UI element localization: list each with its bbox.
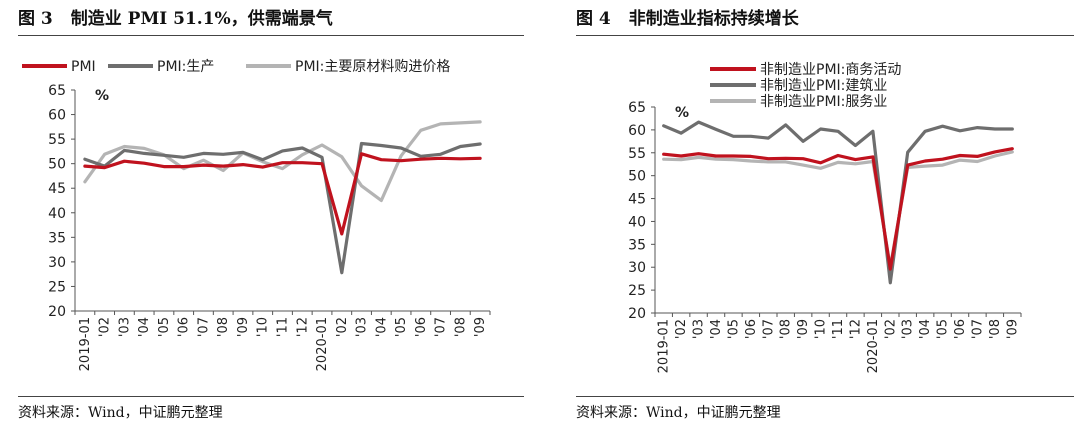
- y-tick-label: 30: [628, 260, 646, 276]
- chart-panel-manufacturing: 图 3 制造业 PMI 51.1%，供需端景气 20 25 30 35 40 45 50 55 6…: [0, 0, 530, 427]
- y-tick-label: 50: [48, 157, 66, 173]
- unit-label: %: [95, 88, 109, 104]
- chart-plot-manufacturing: 20 25 30 35 40 45 50 55 60 65 % 2019-01 '02 '03 '04 '05…: [22, 59, 491, 371]
- source-note: 资料来源：Wind，中证鹏元整理: [576, 405, 781, 421]
- x-tick-label: '12: [848, 319, 863, 339]
- x-tick-label: '10: [256, 317, 271, 337]
- x-tick-label: '06: [744, 319, 759, 339]
- x-tick-label: '03: [901, 319, 916, 339]
- x-tick-label: '05: [936, 319, 951, 339]
- title-text: 制造业 PMI 51.1%，供需端景气: [70, 9, 333, 29]
- y-tick-label: 20: [628, 306, 646, 322]
- figure-number: 图 3: [18, 9, 53, 29]
- x-tick-label: '02: [674, 319, 689, 339]
- series-line-2: [662, 120, 1014, 285]
- legend-label: PMI:生产: [157, 59, 214, 75]
- legend-label: 非制造业PMI:服务业: [760, 94, 887, 110]
- series-line-2: [83, 141, 482, 275]
- x-tick-label: '09: [796, 319, 811, 339]
- x-tick-label: 2019-01: [78, 317, 93, 371]
- x-tick-label: 2020-01: [315, 317, 330, 371]
- y-tick-label: 30: [48, 255, 66, 271]
- x-tick-label: '08: [216, 317, 231, 337]
- legend-label: 非制造业PMI:商务活动: [760, 62, 901, 78]
- y-tick-label: 50: [628, 169, 646, 185]
- x-tick-label: '08: [988, 319, 1003, 339]
- x-tick-label: '03: [355, 317, 370, 337]
- x-tick-label: '09: [1005, 319, 1020, 339]
- legend-label: PMI:主要原材料购进价格: [295, 59, 450, 75]
- source-note: 资料来源：Wind，中证鹏元整理: [18, 405, 223, 421]
- x-tick-label: 2019-01: [657, 319, 672, 373]
- y-tick-label: 65: [628, 100, 646, 116]
- x-tick-label: '02: [335, 317, 350, 337]
- y-tick-label: 65: [48, 83, 66, 99]
- title-rule: [18, 35, 524, 36]
- x-tick-label: '08: [779, 319, 794, 339]
- y-tick-label: 60: [628, 123, 646, 139]
- x-tick-label: '07: [196, 317, 211, 337]
- chart-title: 图 3 制造业 PMI 51.1%，供需端景气: [18, 4, 333, 29]
- y-tick-label: 45: [628, 192, 646, 208]
- x-tick-label: '09: [236, 317, 251, 337]
- unit-label: %: [675, 105, 689, 121]
- y-tick-label: 25: [48, 279, 66, 295]
- x-tick-label: '11: [276, 317, 291, 337]
- x-tick-label: '04: [709, 319, 724, 339]
- series-line-3: [83, 120, 482, 203]
- y-tick-label: 40: [628, 214, 646, 230]
- x-tick-label: '06: [953, 319, 968, 339]
- x-tick-label: '09: [473, 317, 488, 337]
- y-tick-label: 55: [628, 146, 646, 162]
- x-tick-label: '03: [692, 319, 707, 339]
- legend-label: PMI: [71, 59, 96, 75]
- x-tick-label: '08: [453, 317, 468, 337]
- source-rule: [576, 396, 1074, 397]
- x-tick-label: '04: [137, 317, 152, 337]
- x-tick-label: '12: [295, 317, 310, 337]
- y-tick-label: 40: [48, 206, 66, 222]
- x-tick-label: '04: [374, 317, 389, 337]
- x-tick-label: '07: [761, 319, 776, 339]
- title-rule: [576, 35, 1074, 36]
- y-tick-label: 55: [48, 132, 66, 148]
- y-tick-label: 20: [48, 304, 66, 320]
- title-text: 非制造业指标持续增长: [628, 9, 799, 29]
- x-tick-label: '10: [814, 319, 829, 339]
- y-tick-label: 25: [628, 283, 646, 299]
- x-tick-label: '05: [726, 319, 741, 339]
- series-line-1: [83, 152, 482, 236]
- x-tick-label: '06: [414, 317, 429, 337]
- figure-number: 图 4: [576, 9, 611, 29]
- x-tick-label: '02: [98, 317, 113, 337]
- x-tick-label: '03: [117, 317, 132, 337]
- x-tick-label: '02: [883, 319, 898, 339]
- chart-panel-non-manufacturing: 图 4 非制造业指标持续增长 20 25 30 35 40 45 50 55 60 65% 2019-…: [558, 0, 1080, 427]
- x-tick-label: '11: [831, 319, 846, 339]
- x-tick-label: '06: [177, 317, 192, 337]
- series-line-1: [662, 147, 1014, 271]
- y-tick-label: 35: [628, 237, 646, 253]
- y-tick-label: 35: [48, 230, 66, 246]
- chart-title: 图 4 非制造业指标持续增长: [576, 4, 799, 29]
- series-line-3: [662, 150, 1014, 269]
- x-tick-label: '04: [918, 319, 933, 339]
- x-tick-label: '05: [394, 317, 409, 337]
- y-tick-label: 45: [48, 181, 66, 197]
- x-tick-label: 2020-01: [866, 319, 881, 373]
- x-tick-label: '07: [970, 319, 985, 339]
- y-tick-label: 60: [48, 108, 66, 124]
- x-tick-label: '05: [157, 317, 172, 337]
- source-rule: [18, 396, 524, 397]
- x-tick-label: '07: [434, 317, 449, 337]
- legend-label: 非制造业PMI:建筑业: [760, 78, 887, 94]
